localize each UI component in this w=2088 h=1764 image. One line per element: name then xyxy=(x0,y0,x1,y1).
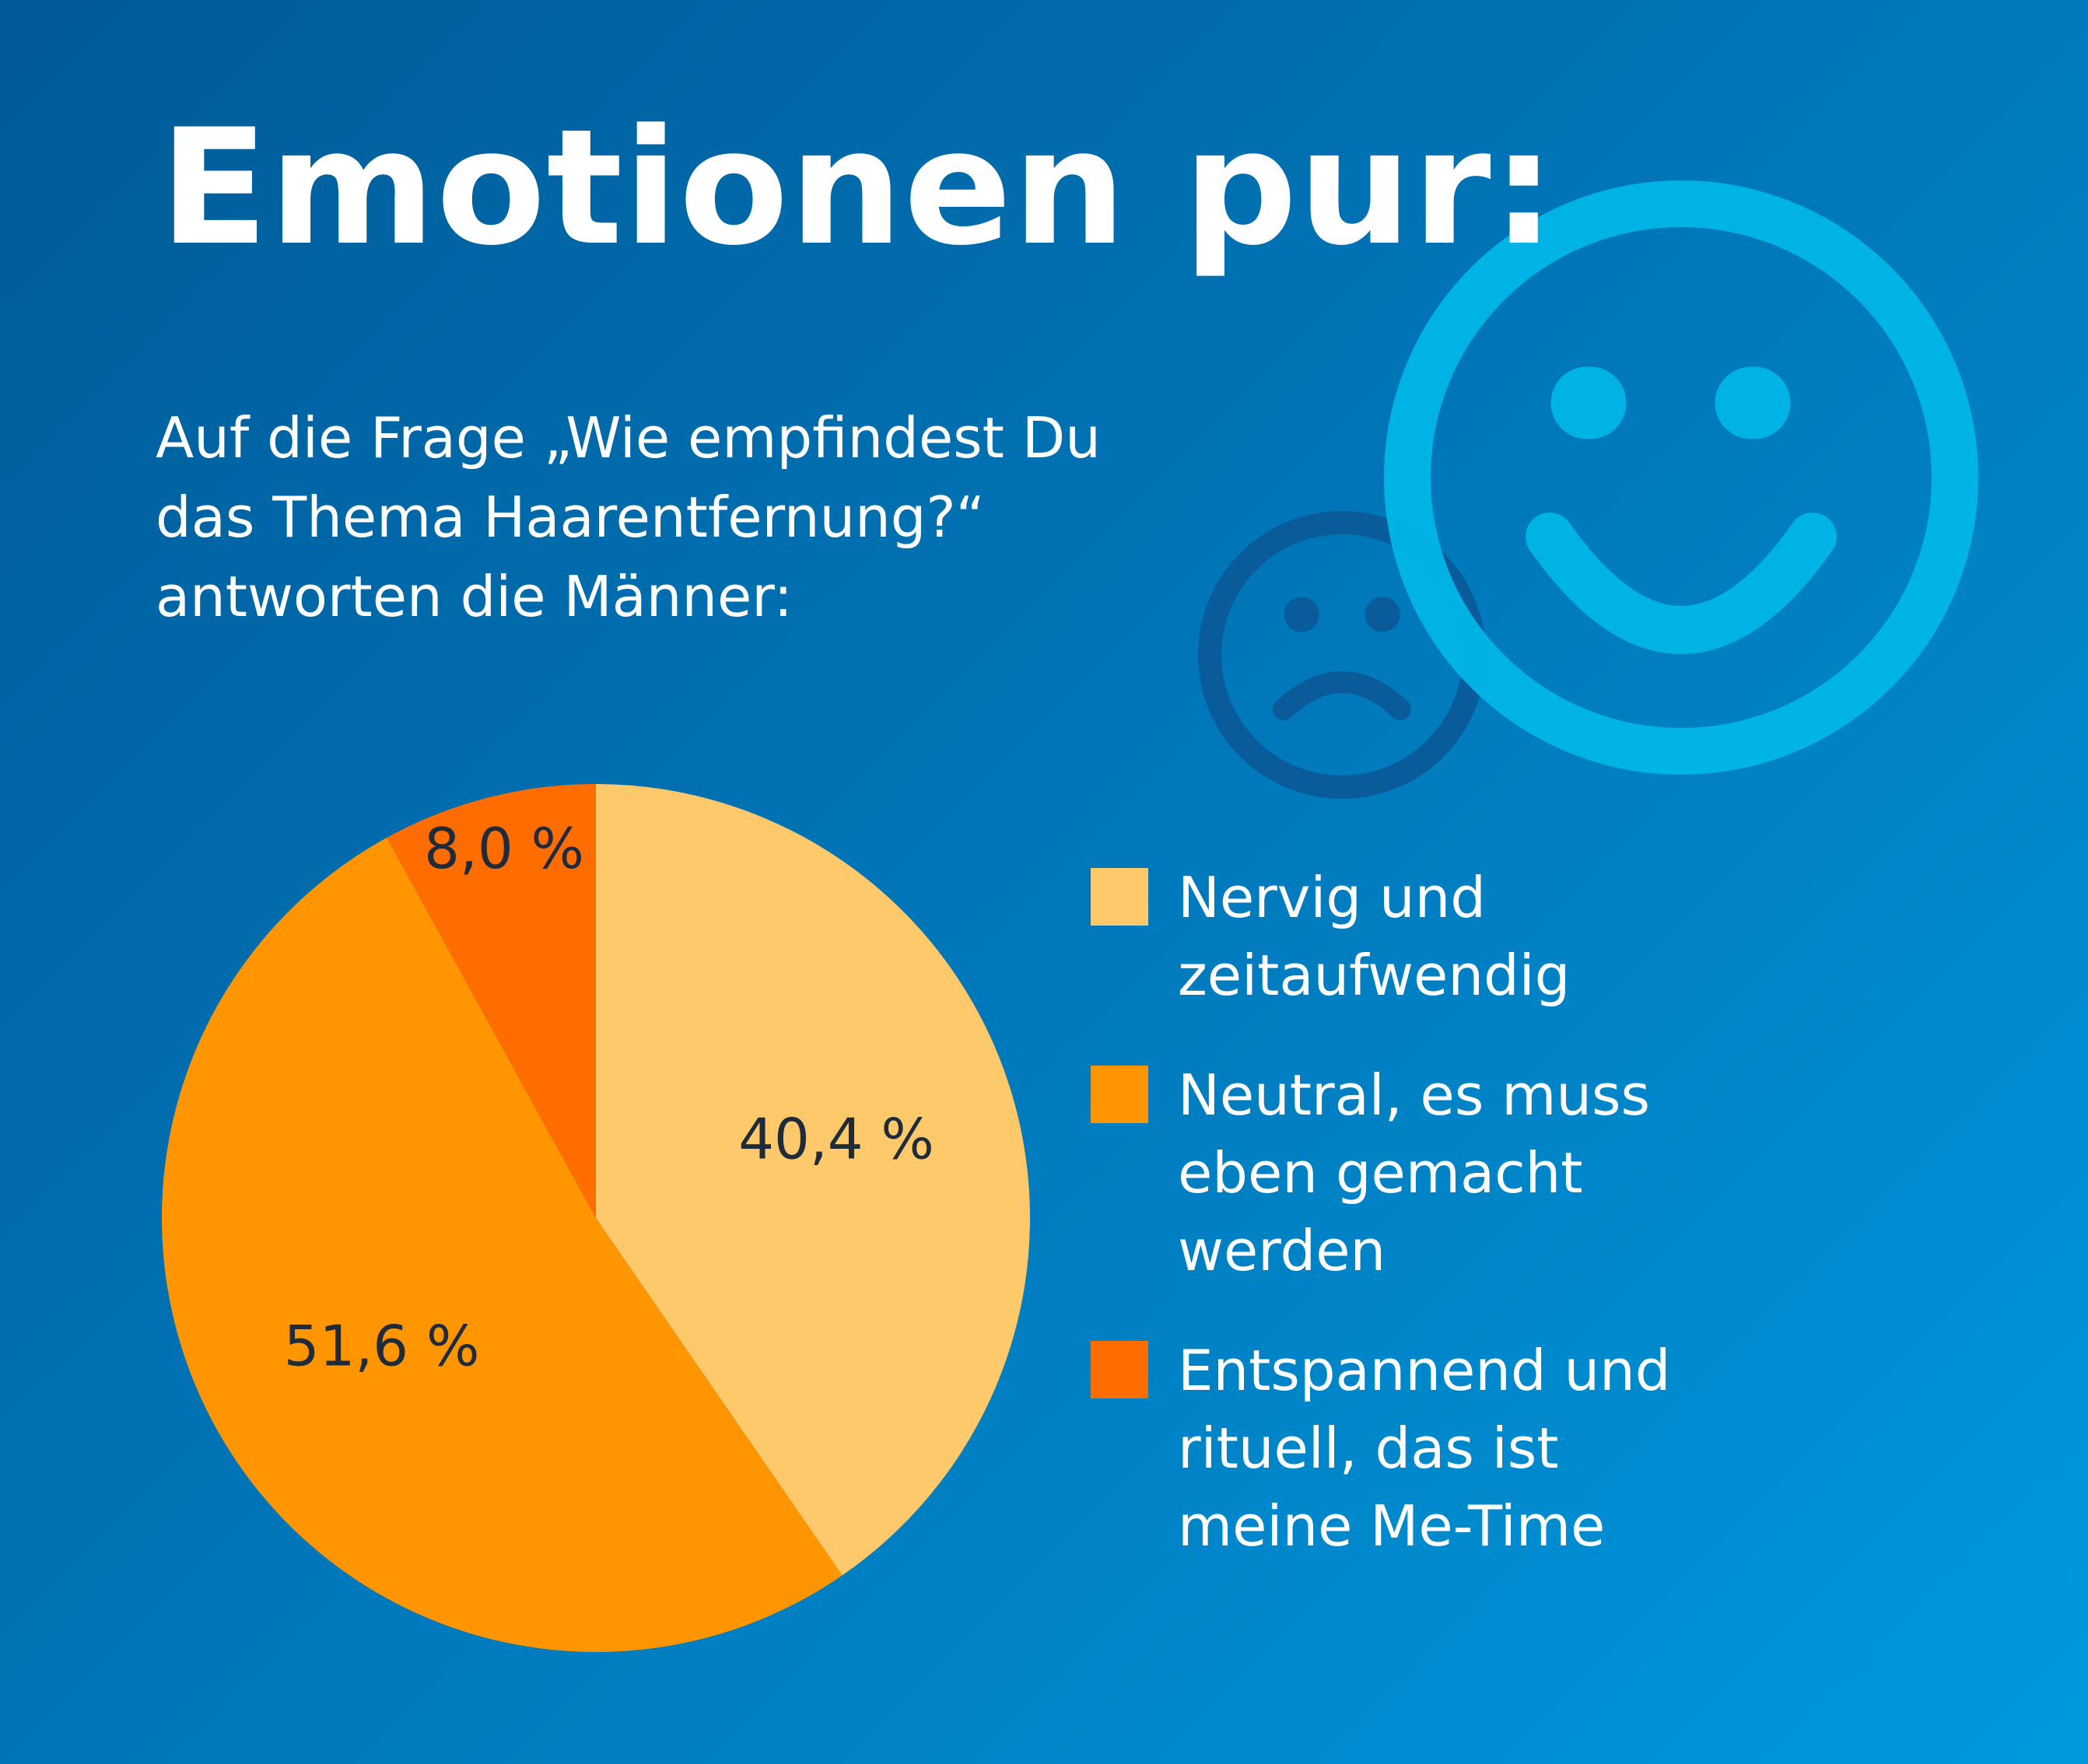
legend-label-line: Entspannend und xyxy=(1178,1338,1671,1403)
slice-value-label: 8,0 % xyxy=(424,816,584,881)
pie-slice xyxy=(596,784,1031,1576)
legend-swatch xyxy=(1091,1341,1148,1398)
question-line: antworten die Männer: xyxy=(156,564,793,629)
legend-label: Neutral, es muss eben gemacht werden xyxy=(1178,1056,1722,1290)
question-line: das Thema Haarentfernung?“ xyxy=(156,485,985,550)
page-title: Emotionen pur: xyxy=(159,96,1557,281)
legend-label-line: zeitaufwendig xyxy=(1178,943,1571,1008)
legend-label: Nervig und zeitaufwendig xyxy=(1178,859,1722,1014)
legend-item: Neutral, es muss eben gemacht werden xyxy=(1091,1056,2024,1290)
pie-slice xyxy=(387,784,596,1218)
legend-label-line: werden xyxy=(1178,1218,1386,1283)
legend-swatch xyxy=(1091,868,1148,926)
chart-legend: Nervig und zeitaufwendig Neutral, es muss e… xyxy=(1091,859,2024,1607)
legend-item: Nervig und zeitaufwendig xyxy=(1091,859,2024,1014)
legend-label-line: eben gemacht xyxy=(1178,1140,1583,1206)
slice-value-label: 51,6 % xyxy=(284,1313,480,1378)
legend-item: Entspannend und rituell, das ist meine Me-… xyxy=(1091,1332,2024,1565)
legend-swatch xyxy=(1091,1066,1148,1123)
question-text: Auf die Frage „Wie empfindest Du das The… xyxy=(156,398,1260,636)
legend-label: Entspannend und rituell, das ist meine Me-… xyxy=(1178,1332,1722,1565)
slice-value-label: 40,4 % xyxy=(738,1106,934,1171)
legend-label-line: rituell, das ist xyxy=(1178,1416,1559,1481)
pie-slice xyxy=(162,838,843,1652)
legend-label-line: Nervig und xyxy=(1178,865,1486,930)
legend-label-line: meine Me-Time xyxy=(1178,1493,1606,1559)
legend-label-line: Neutral, es muss xyxy=(1178,1062,1651,1128)
question-line: Auf die Frage „Wie empfindest Du xyxy=(156,405,1101,471)
